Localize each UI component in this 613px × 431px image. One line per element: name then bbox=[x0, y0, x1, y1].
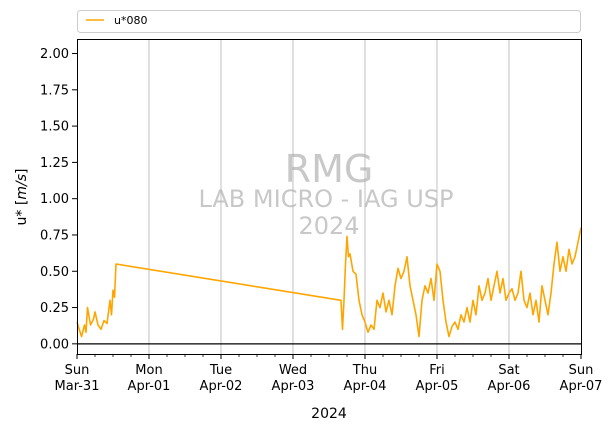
legend-label: u*080 bbox=[114, 14, 147, 27]
y-axis-label: u* [m/s] bbox=[14, 169, 30, 226]
watermark-line2: LAB MICRO - IAG USP bbox=[198, 185, 453, 213]
x-tick-label-date: Apr-02 bbox=[200, 379, 243, 394]
legend-box bbox=[77, 10, 581, 33]
y-tick-label: 0.25 bbox=[40, 301, 69, 316]
y-tick-label: 0.00 bbox=[40, 337, 69, 352]
y-tick-label: 1.25 bbox=[40, 156, 69, 171]
watermark-line3: 2024 bbox=[298, 212, 359, 240]
x-tick-label-date: Apr-05 bbox=[416, 379, 459, 394]
x-tick-label-day: Wed bbox=[279, 363, 307, 378]
x-tick-label-date: Apr-04 bbox=[344, 379, 387, 394]
x-axis-label: 2024 bbox=[311, 406, 347, 422]
x-tick-label-date: Apr-06 bbox=[488, 379, 531, 394]
y-tick-label: 0.50 bbox=[40, 265, 69, 280]
y-axis: 0.00 0.25 0.50 0.75 1.00 1.25 1.50 1.75 2.00 bbox=[40, 47, 77, 352]
watermark: RMG LAB MICRO - IAG USP 2024 bbox=[198, 147, 453, 240]
x-tick-label-day: Mon bbox=[135, 363, 162, 378]
grid bbox=[148, 39, 510, 354]
plot-frame bbox=[77, 39, 582, 355]
series-line-u080 bbox=[76, 227, 582, 338]
x-tick-label-date: Apr-03 bbox=[272, 379, 315, 394]
y-label-bracket: ] bbox=[14, 169, 30, 174]
x-tick-label-date: Mar-31 bbox=[55, 379, 100, 394]
y-tick-label: 2.00 bbox=[40, 47, 69, 62]
x-tick-label-day: Sat bbox=[498, 363, 519, 378]
x-tick-label-day: Fri bbox=[429, 363, 445, 378]
y-label-unit: m/s bbox=[14, 174, 30, 200]
x-tick-label-date: Apr-07 bbox=[560, 379, 603, 394]
y-tick-label: 0.75 bbox=[40, 228, 69, 243]
y-tick-label: 1.75 bbox=[40, 83, 69, 98]
y-label-quantity: u* [ bbox=[14, 200, 30, 226]
x-tick-label-date: Apr-01 bbox=[128, 379, 171, 394]
x-tick-label-day: Sun bbox=[569, 363, 594, 378]
y-tick-label: 1.00 bbox=[40, 192, 69, 207]
x-axis: SunMar-31MonApr-01TueApr-02WedApr-03ThuA… bbox=[55, 354, 603, 394]
x-tick-label-day: Tue bbox=[209, 363, 232, 378]
y-tick-label: 1.50 bbox=[40, 120, 69, 135]
x-tick-label-day: Thu bbox=[352, 363, 377, 378]
x-tick-label-day: Sun bbox=[65, 363, 90, 378]
watermark-line1: RMG bbox=[285, 147, 374, 191]
legend: u*080 bbox=[77, 10, 581, 33]
